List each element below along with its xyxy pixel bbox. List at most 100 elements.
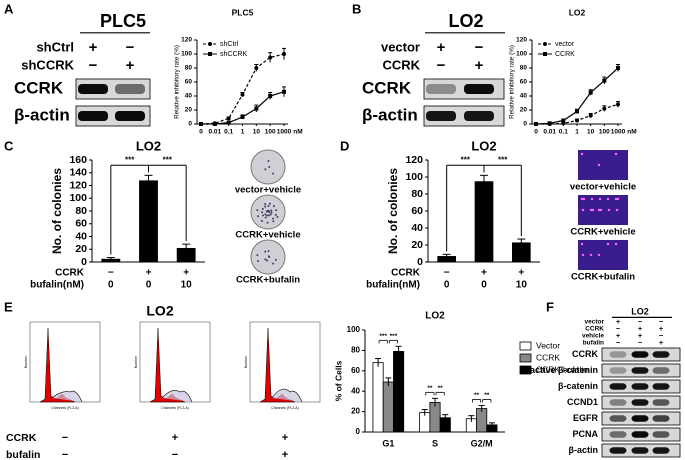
marker [547,121,552,126]
blot-band [78,84,108,94]
x-unit: nM [627,129,636,136]
fluorescent-well [578,195,628,225]
colony [614,242,618,246]
colony [597,253,601,257]
colony [607,208,611,212]
colony [272,220,275,223]
condition-sign: + [126,57,135,74]
colony [597,208,601,212]
marker [240,92,245,97]
g1-peak [259,327,296,403]
condition-label: CCRK [382,57,420,72]
g1-peak [39,327,76,403]
colony [261,207,264,210]
condition-sign: + [172,432,178,444]
panel-label: C [4,138,14,153]
colony [270,209,273,212]
blot-band [652,415,670,422]
condition-label: shCCRK [21,57,74,72]
colony [614,197,618,201]
colony [261,211,264,214]
y-tick-label: 60 [520,79,528,86]
legend-label: vector [555,41,575,48]
y-tick-label: 80 [351,346,360,355]
colony [597,163,601,167]
legend-marker [208,52,212,56]
colony [269,213,272,216]
marker [226,120,231,125]
g1-peak [149,327,186,403]
colony [272,217,275,220]
blot-band [609,351,627,358]
y-tick-label: 40 [520,93,528,100]
x-tick-label: 1 [575,129,579,136]
dish-label: CCRK+vehicle [235,230,300,241]
condition-sign: + [89,39,98,56]
flow-frame [29,321,101,403]
bar [139,180,158,262]
y-tick-label: 80 [411,188,423,200]
legend-label: shCCRK [220,51,248,58]
band-label: β-catenin [558,381,598,391]
colony [591,208,595,212]
condition-label: CCRK [6,432,37,444]
condition-sign: + [475,57,484,74]
x-row-label: CCRK [55,268,85,279]
significance-label: *** [461,155,471,164]
series-line [200,53,285,125]
colony [580,242,584,246]
blot-band [631,399,649,406]
condition-sign: − [62,449,68,460]
marker [199,122,203,126]
blot-header: LO2 [631,306,649,316]
y-tick-label: 40 [75,230,87,242]
y-axis-label: Relative inhibitory rate (%) [174,45,181,119]
fit-curve [161,390,193,403]
condition-sign: − [437,57,446,74]
x-tick-label: 100 [265,129,276,136]
colony [264,258,267,261]
blot-band [115,111,145,121]
condition-sign: − [659,331,664,340]
colony [275,209,278,212]
condition-label: bufalin [6,449,40,460]
flow-frame [139,321,211,403]
x-row-value: + [183,268,189,279]
x-row-value: + [481,268,487,279]
dish-label: vector+vehicle [235,185,301,196]
y-tick-label: 80 [75,205,87,217]
x-row-label: bufalin(nM) [30,280,84,291]
colony [256,254,259,257]
colony [589,208,593,212]
chart-title: PLC5 [232,7,254,17]
blot-band [609,415,627,422]
y-tick-label: 100 [181,51,192,58]
significance-label: ** [427,385,433,392]
legend-label: shCtrl [220,41,239,48]
significance-label: ** [438,385,444,392]
legend-swatch [519,365,532,375]
marker [212,122,217,126]
condition-sign: − [62,432,68,444]
colony [264,216,267,219]
legend-label: CCRK [555,51,575,58]
blot-band [609,383,627,390]
legend-label: Vector [536,340,560,350]
panel-label: B [352,1,361,16]
blot-band [631,367,649,374]
x-tick-label: 10 [253,129,261,136]
series-line [535,67,619,125]
blot-band [652,399,670,406]
colony [264,203,267,206]
dish-label: vector+vehicle [570,182,636,193]
colony-dish [250,239,286,275]
x-row-value: + [518,268,524,279]
marker [240,115,245,119]
colony [276,216,279,219]
condition-sign: + [282,449,288,460]
condition-sign: + [638,324,643,333]
condition-sign: − [638,317,643,326]
chart-title: LO2 [136,138,161,153]
colony [580,197,584,201]
marker [602,78,607,83]
